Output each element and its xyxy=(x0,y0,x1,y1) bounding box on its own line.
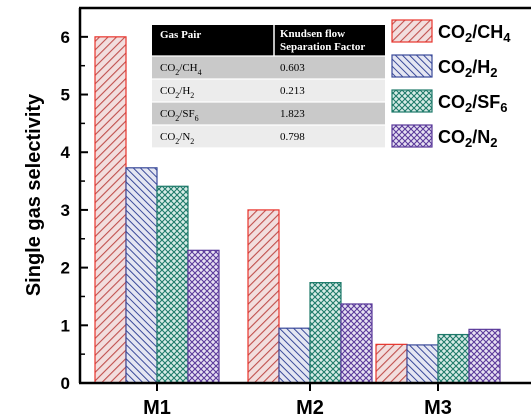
bar-m1-series-1 xyxy=(125,167,158,384)
legend-label-2: CO2/SF6 xyxy=(438,92,507,115)
y-tick-label: 3 xyxy=(61,201,70,220)
table-row-bg xyxy=(152,125,385,148)
table-row-bg xyxy=(152,102,385,125)
table-cell-value: 0.798 xyxy=(280,131,305,143)
table-cell-gas-pair: CO2/SF6 xyxy=(160,108,199,123)
legend-label-0: CO2/CH4 xyxy=(438,22,511,45)
axes xyxy=(78,6,531,385)
table-row-bg xyxy=(152,56,385,79)
legend-swatch-0 xyxy=(391,19,433,43)
table-cell-value: 0.603 xyxy=(280,62,305,74)
y-tick-label: 5 xyxy=(61,86,70,105)
bar-m1-series-0 xyxy=(94,36,127,384)
legend-swatch-2 xyxy=(391,89,433,113)
y-tick-label: 1 xyxy=(61,316,70,335)
y-tick-label: 4 xyxy=(61,143,71,162)
legend-label-3: CO2/N2 xyxy=(438,127,497,150)
table-cell-gas-pair: CO2/H2 xyxy=(160,85,194,100)
table-row-bg xyxy=(152,79,385,102)
bar-m3-series-1 xyxy=(406,344,439,384)
y-ticks: 0 1 2 3 4 5 6 xyxy=(61,28,88,393)
bars-group xyxy=(94,36,501,384)
bar-m3-series-0 xyxy=(375,343,408,384)
y-axis-label: Single gas selectivity xyxy=(23,93,45,296)
y-tick-label: 0 xyxy=(61,374,70,393)
x-tick-label-m1: M1 xyxy=(143,397,171,419)
legend-label-1: CO2/H2 xyxy=(438,57,497,80)
x-tick-label-m2: M2 xyxy=(296,397,324,419)
table-header-knudsen: Knudsen flow xyxy=(280,28,345,40)
table-cell-value: 1.823 xyxy=(280,108,305,120)
bar-m3-series-2 xyxy=(437,333,470,384)
table-cell-value: 0.213 xyxy=(280,85,305,97)
table-rows: CO2/CH4 0.603 CO2/H2 0.213 CO2/SF6 1.823 CO2/N… xyxy=(152,55,385,149)
legend: CO2/CH4 CO2/H2 CO2/SF6 CO2/N2 xyxy=(391,19,511,150)
bar-m3-series-3 xyxy=(468,328,501,384)
bar-m2-series-2 xyxy=(309,282,342,384)
table-cell-gas-pair: CO2/CH4 xyxy=(160,62,202,77)
bar-m1-series-3 xyxy=(187,249,220,384)
table-cell-gas-pair: CO2/N2 xyxy=(160,131,194,146)
bar-m2-series-3 xyxy=(340,303,373,384)
legend-swatch-3 xyxy=(391,124,433,148)
legend-swatch-1 xyxy=(391,54,433,78)
y-tick-label: 6 xyxy=(61,28,70,47)
y-tick-label: 2 xyxy=(61,259,70,278)
table-header-bg xyxy=(152,25,385,56)
bar-m2-series-0 xyxy=(247,209,280,384)
x-ticks: M1 M2 M3 xyxy=(143,383,452,419)
x-tick-label-m3: M3 xyxy=(424,397,452,419)
table-header-separation: Separation Factor xyxy=(280,41,365,53)
knudsen-table: Gas Pair Knudsen flow Separation Factor … xyxy=(152,25,385,149)
table-header-gas-pair: Gas Pair xyxy=(160,29,201,41)
bar-m2-series-1 xyxy=(278,327,311,384)
bar-m1-series-2 xyxy=(156,185,189,384)
